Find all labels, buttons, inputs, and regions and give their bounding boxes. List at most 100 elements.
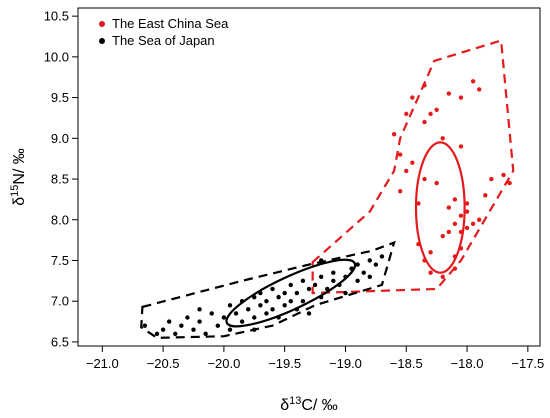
y-tick-label: 10.5 — [44, 9, 69, 24]
data-point — [458, 246, 464, 251]
data-point — [355, 262, 360, 267]
data-point — [416, 241, 421, 247]
data-point — [343, 290, 348, 296]
data-point — [252, 315, 257, 320]
data-point — [331, 278, 336, 284]
data-point — [416, 201, 421, 206]
data-point — [373, 262, 379, 267]
data-point — [440, 274, 445, 279]
data-point — [264, 299, 269, 304]
data-point — [258, 290, 263, 296]
data-point — [404, 111, 409, 117]
x-tick-label: −21.0 — [86, 356, 119, 371]
data-point — [410, 160, 415, 165]
y-tick-label: 10.0 — [44, 49, 69, 64]
x-tick-label: −19.0 — [329, 356, 362, 371]
x-tick-label: −18.5 — [390, 356, 423, 371]
x-tick-label: −20.5 — [147, 356, 180, 371]
data-point — [300, 299, 306, 304]
data-point — [452, 254, 458, 259]
data-point — [191, 327, 196, 332]
data-point — [464, 209, 470, 214]
data-point — [422, 119, 427, 125]
data-point — [337, 282, 342, 288]
x-tick-label: −18.0 — [451, 356, 484, 371]
data-point — [300, 278, 306, 284]
data-point — [142, 323, 148, 328]
ellipse-east-china-sea — [414, 141, 466, 274]
data-point — [446, 205, 452, 210]
data-point — [276, 294, 281, 300]
data-point — [288, 299, 293, 304]
data-point — [379, 254, 385, 259]
data-point — [294, 290, 300, 296]
y-tick-label: 7.0 — [51, 294, 69, 309]
data-point — [282, 290, 287, 296]
data-point — [464, 201, 470, 206]
data-point — [452, 197, 458, 202]
plot-frame — [77, 7, 541, 347]
data-point — [325, 286, 330, 292]
data-point — [458, 229, 464, 235]
data-point — [404, 168, 409, 174]
y-tick-label: 9.5 — [51, 90, 69, 105]
data-point — [422, 258, 427, 263]
data-point — [318, 274, 324, 279]
data-point — [477, 217, 482, 222]
data-point — [179, 323, 184, 328]
data-point — [209, 311, 214, 316]
data-point — [318, 294, 324, 300]
legend: The East China Sea The Sea of Japan — [99, 16, 229, 48]
data-point — [343, 274, 348, 279]
data-point — [221, 315, 227, 320]
data-point — [428, 250, 433, 255]
data-point — [215, 323, 221, 328]
x-axis-label: δ13C/ ‰ — [280, 395, 338, 414]
data-point — [434, 180, 439, 186]
data-point — [203, 331, 208, 336]
data-point — [507, 180, 512, 186]
data-point — [306, 311, 312, 316]
data-point — [483, 193, 488, 198]
data-point — [428, 111, 433, 117]
legend-label-east-china-sea: The East China Sea — [112, 16, 229, 31]
data-point — [318, 258, 324, 263]
data-point — [446, 91, 452, 96]
legend-label-sea-of-japan: The Sea of Japan — [112, 33, 215, 48]
data-point — [489, 176, 494, 182]
y-tick-label: 8.0 — [51, 212, 69, 227]
x-tick-label: −17.5 — [511, 356, 544, 371]
data-point — [458, 144, 464, 149]
data-point — [252, 327, 257, 332]
data-point — [349, 266, 354, 271]
data-point — [312, 282, 318, 288]
data-point — [173, 331, 178, 336]
legend-marker-sea-of-japan — [99, 38, 105, 44]
data-point — [361, 270, 366, 275]
y-axis: 6.5 7.0 7.5 8.0 8.5 9.0 9.5 10.0 10.5 — [44, 9, 78, 349]
data-point — [477, 87, 482, 92]
data-point — [440, 233, 445, 239]
data-point — [160, 327, 166, 332]
data-point — [264, 311, 269, 316]
convex-hull-east-china-sea — [311, 39, 515, 295]
data-point — [331, 270, 336, 275]
y-tick-label: 6.5 — [51, 334, 69, 349]
data-point — [288, 282, 293, 288]
data-point — [458, 95, 464, 100]
data-point — [276, 315, 281, 320]
convex-hull-sea-of-japan — [140, 240, 396, 339]
series-sea-of-japan — [140, 240, 396, 339]
data-point — [397, 189, 403, 194]
data-point — [410, 95, 415, 100]
data-point — [166, 319, 172, 324]
data-point — [252, 294, 257, 300]
data-point — [282, 303, 287, 308]
data-point — [270, 307, 275, 312]
data-point — [391, 132, 397, 137]
data-point — [258, 303, 263, 308]
data-point — [154, 331, 160, 336]
data-point — [440, 136, 445, 141]
data-point — [355, 278, 360, 284]
